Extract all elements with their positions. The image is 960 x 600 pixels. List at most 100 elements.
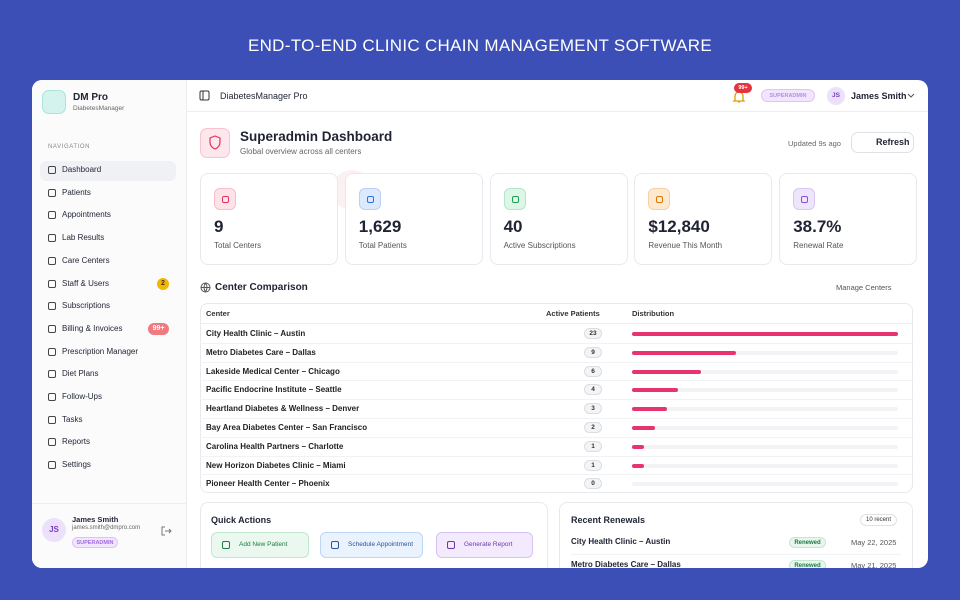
center-name: Carolina Health Partners – Charlotte	[206, 441, 344, 451]
stat-icon-glyph	[801, 196, 809, 203]
nav-heading: NAVIGATION	[48, 144, 91, 150]
count-badge: 10 recent	[860, 514, 897, 526]
action-icon	[447, 541, 455, 549]
patient-count: 0	[584, 478, 602, 490]
nav-icon	[48, 279, 56, 288]
nav-icon	[48, 256, 56, 265]
action-icon	[331, 541, 339, 549]
nav-item[interactable]: Appointments	[62, 210, 111, 220]
bar	[632, 332, 898, 336]
row-rule	[200, 380, 913, 382]
patient-count: 4	[584, 384, 602, 396]
user-email: james.smith@dmpro.com	[72, 525, 141, 531]
stat-card	[634, 173, 773, 265]
row-rule	[200, 436, 913, 438]
nav-icon	[48, 415, 56, 424]
row-rule	[200, 418, 913, 419]
stat-value: 1,629	[358, 217, 402, 236]
stat-label: Renewal Rate	[793, 241, 844, 250]
section-title: Center Comparison	[215, 282, 308, 293]
globe-icon	[200, 282, 211, 293]
bar-track	[632, 426, 898, 430]
patient-count: 3	[584, 403, 602, 415]
nav-item[interactable]: Tasks	[62, 414, 83, 424]
nav-item[interactable]: Staff & Users	[62, 278, 109, 288]
stat-icon-glyph	[656, 196, 664, 203]
action-button[interactable]: Schedule Appointment	[320, 532, 423, 558]
avatar: JS	[42, 518, 66, 542]
app-window: DM Pro DiabetesManager NAVIGATION JS Jam…	[32, 80, 928, 568]
nav-item[interactable]: Care Centers	[62, 255, 110, 265]
patient-count: 9	[584, 346, 602, 358]
user-name: James Smith	[72, 515, 119, 524]
chevron[interactable]	[907, 93, 915, 99]
bar	[632, 463, 644, 468]
stat-label: Revenue This Month	[648, 241, 723, 250]
stat-label: Total Centers	[214, 241, 262, 250]
center-name: City Health Clinic – Austin	[206, 329, 306, 338]
stat-icon	[358, 188, 381, 210]
stat-value: $12,840	[648, 217, 710, 236]
action-icon	[222, 541, 230, 549]
nav-item[interactable]: Billing & Invoices	[62, 323, 123, 333]
notif-badge: 99+	[734, 83, 752, 93]
nav-item[interactable]: Reports	[62, 437, 91, 447]
bar	[632, 388, 679, 393]
stat-icon-glyph	[511, 196, 519, 203]
nav-item[interactable]: Patients	[62, 187, 91, 197]
action-button[interactable]: Generate Report	[436, 532, 533, 558]
stat-icon	[793, 188, 816, 210]
column-header: Center	[206, 309, 230, 318]
nav-item[interactable]: Subscriptions	[62, 301, 111, 311]
refresh-button[interactable]: Refresh	[851, 132, 914, 153]
divider	[32, 503, 187, 504]
column-header: Distribution	[632, 309, 675, 318]
nav-item[interactable]: Lab Results	[62, 233, 105, 243]
updated: Updated 9s ago	[788, 139, 841, 148]
avatar: JS	[827, 87, 845, 105]
nav-item[interactable]: Dashboard	[62, 165, 102, 174]
action-button[interactable]: Add New Patient	[211, 532, 309, 558]
nav-icon	[48, 347, 56, 356]
patient-count: 23	[584, 328, 602, 339]
stat-icon	[214, 188, 236, 210]
bar-track	[632, 444, 898, 449]
nav-icon	[48, 234, 56, 243]
role-badge: SUPERADMIN	[761, 89, 815, 102]
manage-link[interactable]: Manage Centers	[836, 283, 892, 292]
stat-value: 38.7%	[793, 217, 842, 236]
bar	[632, 426, 656, 430]
row-rule	[200, 474, 913, 476]
renewal-center: Metro Diabetes Care – Dallas	[571, 560, 681, 568]
row-rule	[200, 399, 913, 401]
patient-count: 1	[584, 440, 602, 452]
logout-icon[interactable]	[160, 525, 172, 537]
center-name: Heartland Diabetes & Wellness – Denver	[206, 404, 360, 414]
bar-track	[632, 482, 898, 487]
nav-active	[40, 161, 176, 181]
nav-item[interactable]: Diet Plans	[62, 369, 99, 379]
bar-track	[632, 388, 898, 393]
nav-item[interactable]: Settings	[62, 460, 91, 470]
center-name: Bay Area Diabetes Center – San Francisco	[206, 423, 368, 432]
status-badge: Renewed	[789, 560, 826, 568]
brand: DM Pro	[73, 92, 108, 103]
sidebar-toggle[interactable]	[199, 90, 210, 101]
patient-count: 1	[584, 459, 602, 471]
bar-track	[632, 407, 898, 412]
center-name: Lakeside Medical Center – Chicago	[206, 366, 340, 376]
nav-icon	[48, 166, 56, 174]
card-title: Recent Renewals	[571, 515, 646, 525]
stat-icon	[648, 188, 671, 210]
nav-item[interactable]: Prescription Manager	[62, 346, 139, 356]
renewal-date: May 21, 2025	[851, 561, 897, 568]
dashboard-icon	[200, 128, 230, 158]
app-name: DiabetesManager Pro	[220, 91, 308, 101]
user-name[interactable]: James Smith	[851, 91, 907, 101]
center-name: Metro Diabetes Care – Dallas	[206, 347, 316, 357]
banner: END-TO-END CLINIC CHAIN MANAGEMENT SOFTW…	[247, 36, 713, 55]
page-title: Superadmin Dashboard	[240, 129, 393, 144]
nav-item[interactable]: Follow-Ups	[62, 392, 103, 401]
column-header: Active Patients	[546, 309, 600, 318]
